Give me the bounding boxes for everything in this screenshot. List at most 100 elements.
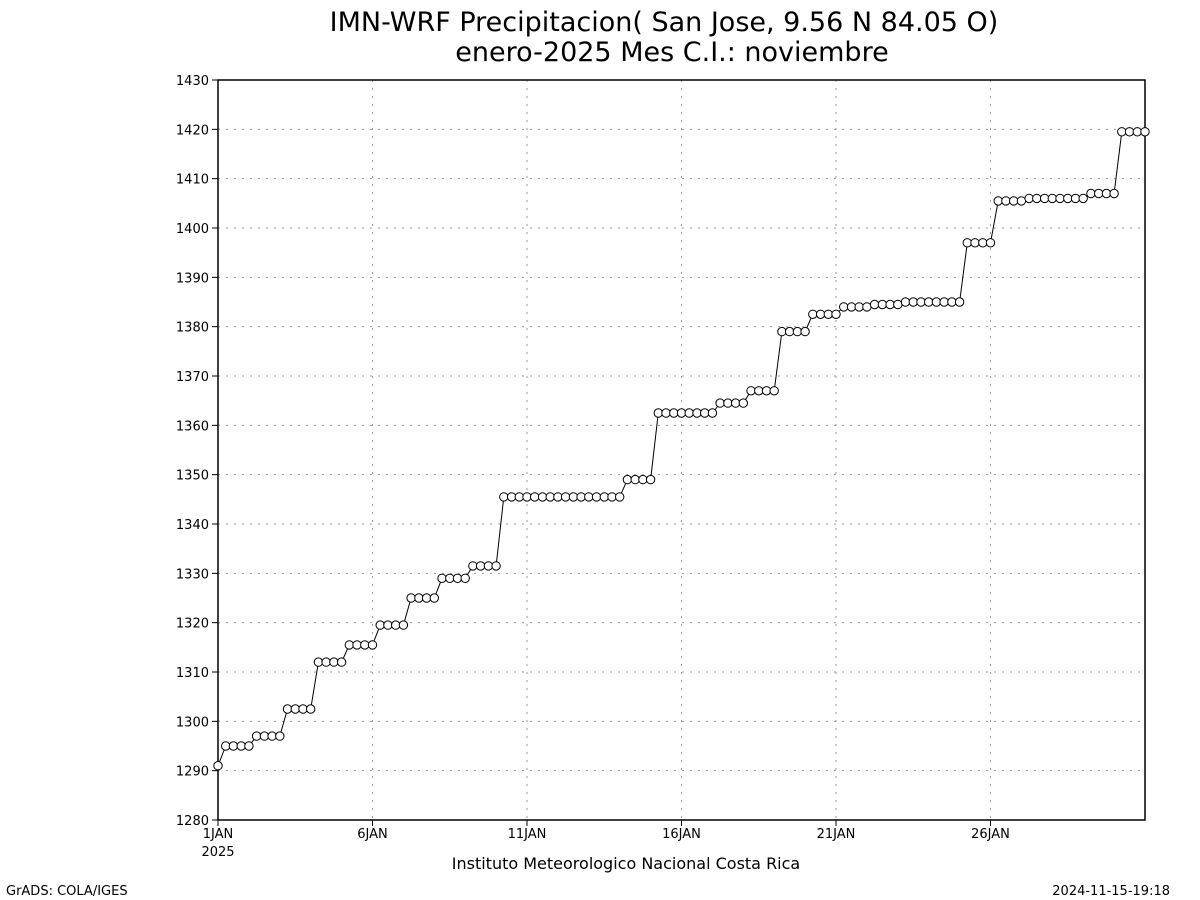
- data-point-marker: [290, 704, 300, 714]
- x-tick-year-label: 2025: [201, 845, 234, 860]
- data-point-marker: [1132, 127, 1143, 137]
- data-point-marker: [306, 704, 316, 714]
- data-point-marker: [607, 492, 617, 502]
- data-point-marker: [862, 302, 872, 312]
- data-point-marker: [622, 474, 633, 485]
- data-point-marker: [228, 741, 239, 751]
- data-point-marker: [1078, 193, 1088, 204]
- data-point-marker: [1094, 188, 1104, 199]
- data-point-marker: [954, 297, 965, 307]
- data-point-marker: [1055, 193, 1065, 204]
- y-tick-label: 1310: [176, 666, 209, 681]
- data-point-marker: [1016, 196, 1027, 206]
- software-credit: GrADS: COLA/IGES: [6, 884, 128, 899]
- data-point-marker: [730, 398, 741, 408]
- data-point-marker: [900, 297, 911, 307]
- y-tick-label: 1340: [176, 518, 209, 533]
- data-point-marker: [1101, 188, 1112, 199]
- data-point-marker: [993, 196, 1003, 206]
- y-tick-label: 1410: [176, 173, 209, 188]
- chart-subtitle: enero-2025 Mes C.I.: noviembre: [455, 37, 888, 68]
- data-point-marker: [1001, 196, 1011, 206]
- data-point-marker: [1047, 193, 1058, 204]
- x-tick-label: 1JAN: [203, 827, 234, 842]
- data-point-marker: [267, 731, 277, 741]
- data-point-marker: [684, 408, 694, 418]
- data-point-marker: [1032, 193, 1042, 204]
- data-point-marker: [1109, 188, 1119, 199]
- data-point-marker: [723, 398, 733, 408]
- data-point-marker: [869, 299, 880, 310]
- data-point-marker: [877, 299, 888, 310]
- y-tick-label: 1430: [176, 74, 209, 89]
- x-tick-label: 6JAN: [357, 827, 388, 842]
- data-point-marker: [352, 640, 362, 650]
- data-point-marker: [638, 474, 648, 485]
- data-point-marker: [568, 492, 579, 502]
- data-point-marker: [761, 386, 772, 396]
- data-point-marker: [1117, 127, 1127, 137]
- y-tick-label: 1280: [176, 814, 209, 829]
- data-point-marker: [383, 620, 393, 630]
- data-point-marker: [854, 302, 864, 312]
- data-point-marker: [414, 593, 424, 603]
- data-point-marker: [908, 297, 918, 307]
- data-point-marker: [545, 492, 555, 502]
- y-tick-label: 1380: [176, 321, 209, 336]
- data-point-marker: [1070, 193, 1081, 204]
- y-tick-label: 1290: [176, 765, 209, 780]
- data-point-marker: [630, 474, 640, 485]
- data-point-marker: [391, 620, 401, 630]
- data-point-marker: [398, 620, 409, 630]
- data-point-marker: [1063, 193, 1073, 204]
- data-point-marker: [599, 492, 609, 502]
- data-point-marker: [831, 309, 841, 319]
- y-tick-label: 1300: [176, 715, 209, 730]
- data-point-marker: [692, 408, 702, 418]
- y-tick-label: 1350: [176, 469, 209, 484]
- data-point-marker: [282, 704, 293, 714]
- data-point-marker: [251, 731, 262, 741]
- x-tick-label: 21JAN: [817, 827, 856, 842]
- y-tick-label: 1330: [176, 567, 209, 582]
- data-point-marker: [823, 309, 833, 319]
- data-point-marker: [645, 474, 656, 485]
- data-point-marker: [452, 573, 463, 583]
- y-tick-label: 1420: [176, 123, 209, 138]
- data-point-marker: [530, 492, 540, 502]
- data-point-marker: [769, 386, 779, 396]
- data-point-marker: [375, 620, 385, 630]
- data-point-marker: [754, 386, 764, 396]
- data-point-marker: [746, 386, 756, 396]
- data-point-marker: [661, 408, 671, 418]
- precipitation-series: [213, 127, 1150, 771]
- x-axis: 1JAN 2025 6JAN 11JAN 16JAN 21JAN 26JAN: [201, 820, 1010, 860]
- data-point-marker: [1009, 196, 1019, 206]
- institution-label: Instituto Meteorologico Nacional Costa R…: [452, 854, 800, 873]
- data-point-marker: [445, 573, 455, 583]
- data-point-marker: [591, 492, 602, 502]
- data-point-marker: [978, 238, 988, 248]
- data-point-marker: [924, 297, 934, 307]
- y-tick-label: 1320: [176, 617, 209, 632]
- data-point-marker: [522, 492, 532, 502]
- data-point-marker: [506, 492, 517, 502]
- y-axis: 1280 1290 1300 1310 1320 1330 1340 1350 1360 1370…: [176, 74, 218, 829]
- data-point-marker: [491, 561, 501, 571]
- data-point-marker: [808, 309, 818, 319]
- data-point-marker: [615, 492, 625, 502]
- data-point-marker: [360, 640, 370, 650]
- data-point-marker: [537, 492, 548, 502]
- data-point-marker: [514, 492, 524, 502]
- data-point-marker: [700, 408, 710, 418]
- data-point-marker: [1086, 188, 1096, 199]
- x-tick-label: 16JAN: [662, 827, 701, 842]
- data-point-marker: [885, 299, 895, 310]
- data-point-marker: [715, 398, 725, 408]
- data-point-marker: [236, 741, 246, 751]
- data-point-marker: [784, 326, 795, 337]
- plot-timestamp: 2024-11-15-19:18: [1052, 884, 1170, 899]
- y-tick-label: 1370: [176, 370, 209, 385]
- data-point-marker: [584, 492, 594, 502]
